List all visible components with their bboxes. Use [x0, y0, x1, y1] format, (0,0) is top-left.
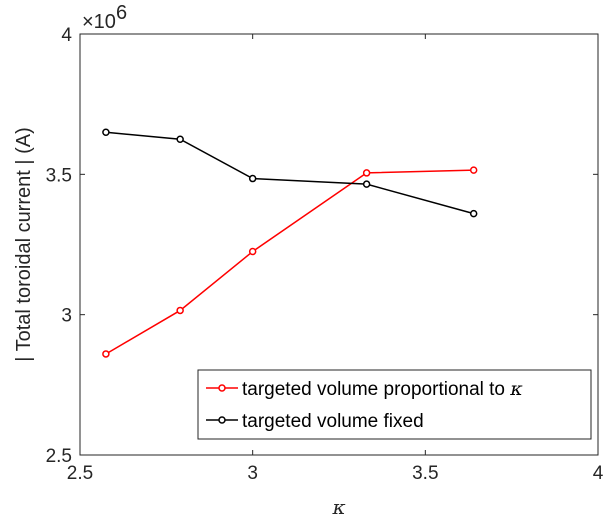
y-axis: 2.5 3 3.5 4	[46, 25, 598, 467]
data-point	[362, 180, 371, 188]
legend-marker	[218, 416, 226, 424]
data-point	[176, 306, 184, 315]
data-point	[469, 209, 478, 218]
data-point	[102, 128, 110, 136]
data-point	[469, 166, 478, 174]
data-point	[102, 350, 110, 358]
y-exponent-label: ×106	[82, 2, 127, 33]
y-tick-label: 2.5	[46, 446, 72, 467]
series-line-2	[105, 131, 474, 215]
y-tick-label: 4	[61, 25, 72, 46]
legend-box	[197, 369, 592, 440]
y-axis-label: | Total toroidal current | (A)	[13, 127, 35, 362]
x-tick-label: 4	[593, 463, 604, 484]
y-tick-label: 3	[61, 306, 72, 327]
x-axis-label: κ	[331, 495, 345, 519]
y-tick-label: 3.5	[46, 165, 72, 186]
series-layer	[102, 128, 478, 358]
plot-area	[79, 33, 599, 456]
x-tick-label: 2.5	[67, 463, 93, 484]
data-point	[176, 135, 184, 143]
x-tick-label: 3	[247, 463, 258, 484]
x-axis: 2.5 3 3.5 4	[67, 34, 604, 484]
x-tick-label: 3.5	[412, 463, 438, 484]
legend-label: targeted volume fixed	[242, 411, 424, 432]
legend-label: targeted volume proportional to κ	[242, 378, 523, 400]
data-point	[248, 174, 257, 183]
legend-marker	[218, 384, 226, 392]
data-point	[248, 247, 257, 256]
legend: targeted volume proportional to κ targete…	[197, 369, 592, 440]
data-point	[362, 169, 371, 177]
